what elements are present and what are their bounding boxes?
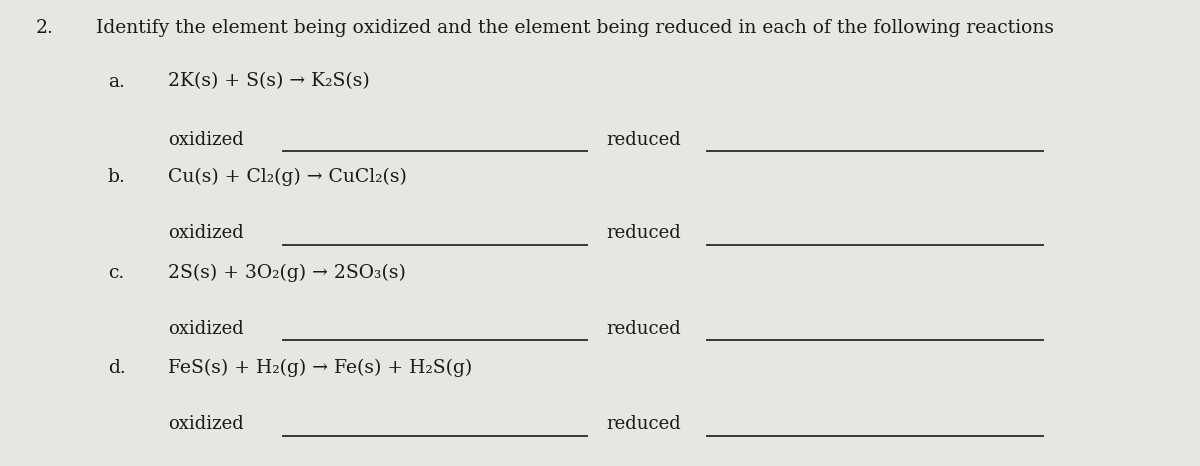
Text: FeS(s) + H₂(g) → Fe(s) + H₂S(g): FeS(s) + H₂(g) → Fe(s) + H₂S(g) (168, 359, 473, 377)
Text: oxidized: oxidized (168, 415, 244, 433)
Text: reduced: reduced (606, 415, 680, 433)
Text: b.: b. (108, 168, 126, 186)
Text: a.: a. (108, 73, 125, 90)
Text: Identify the element being oxidized and the element being reduced in each of the: Identify the element being oxidized and … (96, 19, 1054, 37)
Text: c.: c. (108, 264, 125, 281)
Text: reduced: reduced (606, 131, 680, 149)
Text: d.: d. (108, 359, 126, 377)
Text: reduced: reduced (606, 320, 680, 337)
Text: oxidized: oxidized (168, 320, 244, 337)
Text: 2S(s) + 3O₂(g) → 2SO₃(s): 2S(s) + 3O₂(g) → 2SO₃(s) (168, 263, 406, 282)
Text: reduced: reduced (606, 224, 680, 242)
Text: oxidized: oxidized (168, 224, 244, 242)
Text: 2K(s) + S(s) → K₂S(s): 2K(s) + S(s) → K₂S(s) (168, 73, 370, 90)
Text: Cu(s) + Cl₂(g) → CuCl₂(s): Cu(s) + Cl₂(g) → CuCl₂(s) (168, 168, 407, 186)
Text: oxidized: oxidized (168, 131, 244, 149)
Text: 2.: 2. (36, 19, 54, 37)
